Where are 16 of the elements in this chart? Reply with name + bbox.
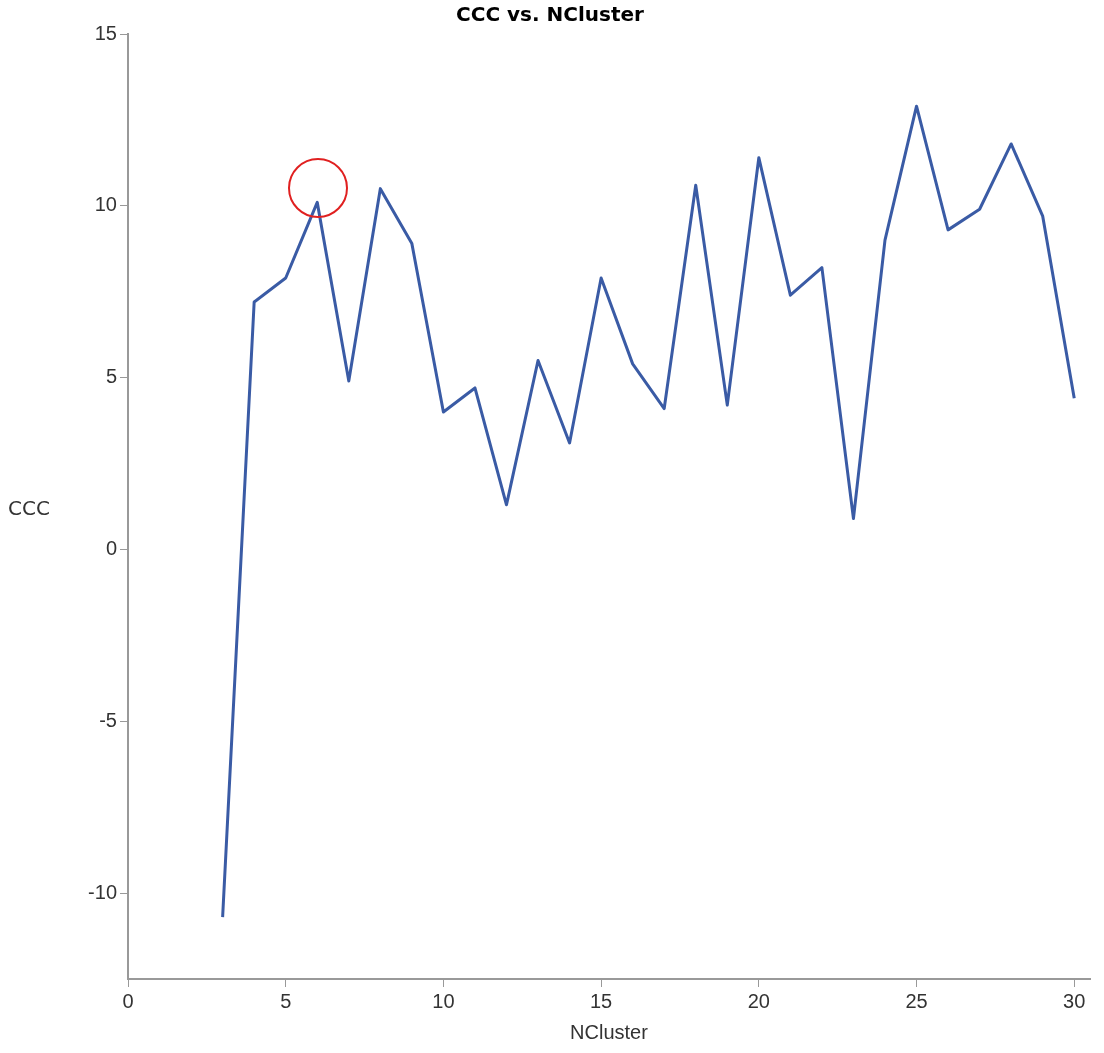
y-tick-label: -10: [88, 880, 117, 903]
y-axis-title: CCC: [8, 495, 50, 520]
y-tick-label: -5: [99, 708, 117, 731]
x-tick-label: 5: [280, 989, 292, 1012]
y-tick-label: 10: [94, 193, 117, 216]
x-tick-label: 25: [905, 989, 928, 1012]
x-tick-label: 30: [1063, 989, 1086, 1012]
x-tick-label: 10: [432, 989, 455, 1012]
y-tick-label: 0: [105, 536, 117, 559]
y-tick-label: 15: [94, 21, 117, 44]
x-tick-label: 0: [122, 989, 134, 1012]
y-tick-label: 5: [105, 365, 117, 388]
x-tick-label: 15: [589, 989, 613, 1012]
x-axis-title: NCluster: [570, 1020, 649, 1043]
x-tick-label: 20: [747, 989, 770, 1012]
chart-title: CCC vs. NCluster: [456, 2, 645, 27]
